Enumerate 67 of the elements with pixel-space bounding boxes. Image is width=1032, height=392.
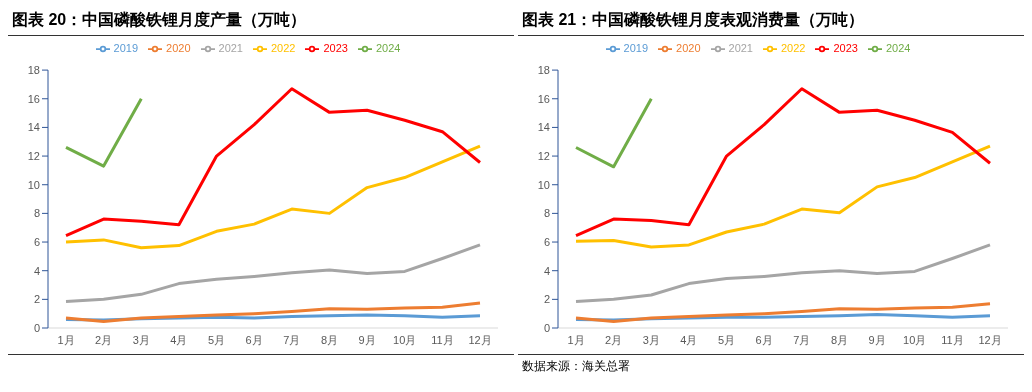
y-tick-label: 0	[543, 321, 550, 334]
y-tick-label: 14	[27, 121, 40, 134]
x-tick-label: 5月	[207, 333, 226, 346]
y-tick-label: 12	[27, 149, 40, 162]
x-tick-label: 12月	[468, 333, 492, 346]
y-tick-label: 0	[33, 321, 40, 334]
x-tick-label: 5月	[717, 333, 736, 346]
legend-label: 2020	[676, 42, 701, 54]
y-tick-label: 8	[543, 207, 550, 220]
y-tick-label: 10	[537, 178, 550, 191]
x-tick-label: 1月	[567, 333, 585, 346]
line-series	[64, 301, 482, 324]
line-series	[574, 243, 992, 303]
source-note: 数据来源：海关总署	[522, 359, 630, 373]
y-tick-label: 10	[27, 178, 40, 191]
y-tick-label: 8	[33, 207, 40, 220]
x-tick-label: 9月	[868, 333, 886, 346]
legend-label: 2023	[833, 42, 858, 54]
y-tick-label: 18	[27, 64, 40, 76]
x-tick-label: 7月	[793, 333, 811, 346]
x-tick-label: 11月	[431, 333, 454, 346]
x-tick-label: 9月	[358, 333, 376, 346]
x-tick-label: 2月	[605, 333, 623, 346]
y-tick-label: 4	[543, 264, 550, 277]
y-tick-label: 2	[543, 293, 550, 306]
line-series	[574, 144, 992, 249]
y-tick-label: 6	[33, 235, 40, 248]
legend-label: 2019	[113, 42, 139, 54]
x-tick-label: 1月	[57, 333, 75, 346]
y-tick-label: 12	[537, 149, 550, 162]
x-tick-label: 4月	[680, 333, 698, 346]
x-tick-label: 10月	[393, 333, 417, 346]
x-tick-label: 2月	[95, 333, 113, 346]
chart-title: 图表 20：中国磷酸铁锂月度产量（万吨）	[8, 8, 514, 36]
y-tick-label: 18	[537, 64, 550, 76]
x-tick-label: 6月	[245, 333, 263, 346]
line-series	[574, 87, 992, 238]
x-tick-label: 11月	[941, 333, 964, 346]
line-series	[64, 87, 482, 238]
x-tick-label: 6月	[755, 333, 773, 346]
x-tick-label: 3月	[642, 333, 660, 346]
legend-label: 2024	[375, 42, 401, 54]
line-series	[64, 243, 482, 303]
legend-label: 2022	[781, 42, 806, 54]
line-series	[574, 302, 992, 324]
line-series	[64, 144, 482, 250]
y-tick-label: 16	[27, 92, 40, 105]
legend-label: 2019	[623, 42, 649, 54]
y-tick-label: 16	[537, 92, 550, 105]
y-tick-label: 4	[33, 264, 40, 277]
x-tick-label: 8月	[830, 333, 849, 346]
y-tick-label: 14	[537, 121, 550, 134]
x-tick-label: 7月	[283, 333, 301, 346]
x-tick-label: 8月	[320, 333, 339, 346]
y-tick-label: 2	[33, 293, 40, 306]
legend-label: 2020	[166, 42, 191, 54]
x-tick-label: 10月	[903, 333, 927, 346]
x-tick-label: 12月	[978, 333, 1002, 346]
legend-label: 2023	[323, 42, 348, 54]
legend-label: 2024	[885, 42, 911, 54]
chart-title: 图表 21：中国磷酸铁锂月度表观消费量（万吨）	[518, 8, 1024, 36]
legend-label: 2021	[218, 42, 243, 54]
x-tick-label: 4月	[170, 333, 188, 346]
legend-label: 2021	[728, 42, 753, 54]
y-tick-label: 6	[543, 235, 550, 248]
legend-label: 2022	[271, 42, 296, 54]
x-tick-label: 3月	[132, 333, 150, 346]
